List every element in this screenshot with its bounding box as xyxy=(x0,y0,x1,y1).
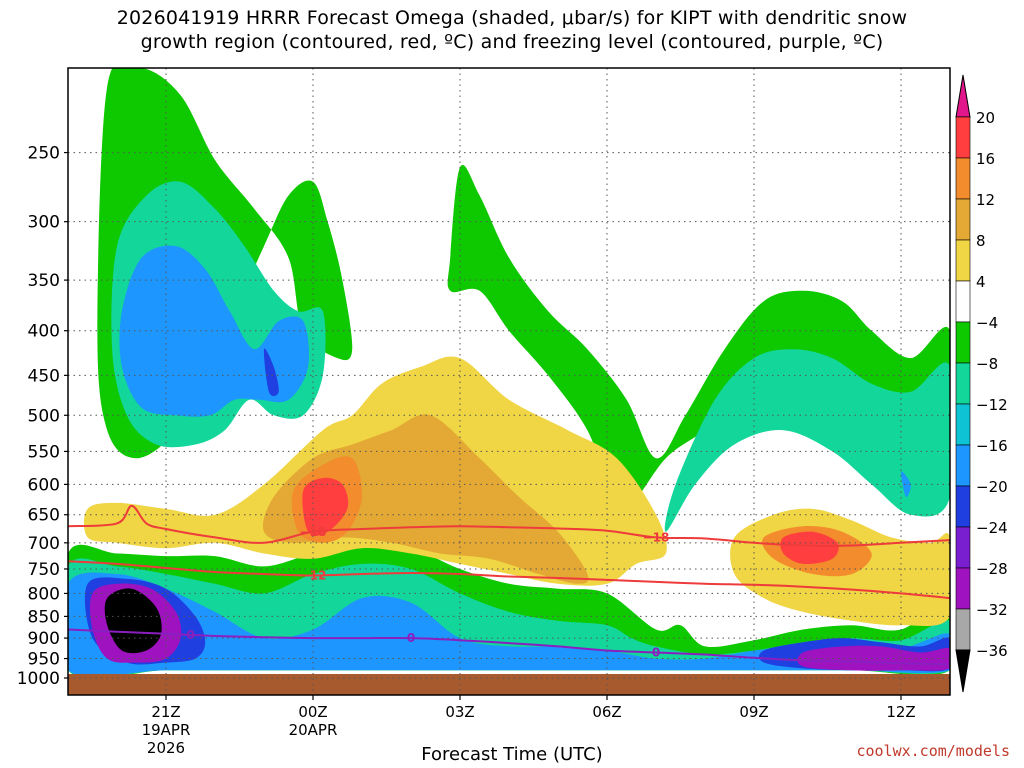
contour-label-0-2: 0 xyxy=(652,646,660,660)
colorbar-swatch-1 xyxy=(955,157,971,200)
colorbar-label-12: −32 xyxy=(976,601,1008,619)
omega-region-9 xyxy=(68,572,950,677)
colorbar-label-3: 8 xyxy=(976,232,986,250)
omega-region-21 xyxy=(780,531,839,565)
contour-line--18 xyxy=(68,504,950,547)
x-tick-label-00Z: 00Z xyxy=(298,703,327,721)
colorbar-label-0: 20 xyxy=(976,109,995,127)
y-tick-label-600: 600 xyxy=(28,475,60,495)
chart-title-line1: 2026041919 HRRR Forecast Omega (shaded, … xyxy=(116,7,908,29)
colorbar-swatch-0 xyxy=(955,116,971,159)
x-tick-label-03Z: 03Z xyxy=(445,703,474,721)
omega-region-12 xyxy=(104,588,162,654)
plot-frame xyxy=(67,67,951,696)
x-tick-label-12Z: 12Z xyxy=(886,703,915,721)
y-tick-label-650: 650 xyxy=(28,506,60,526)
colorbar-swatch-5 xyxy=(955,321,971,364)
site-credit: coolwx.com/models xyxy=(856,742,1010,760)
x-tick-label-06Z: 06Z xyxy=(592,703,621,721)
colorbar-label-8: −16 xyxy=(976,437,1008,455)
colorbar-swatch-12 xyxy=(955,608,971,651)
x-tick-label-09Z: 09Z xyxy=(739,703,768,721)
y-tick-label-550: 550 xyxy=(28,442,60,462)
colorbar-swatch-6 xyxy=(955,362,971,405)
chart-title-line2: growth region (contoured, red, ºC) and f… xyxy=(140,31,884,53)
contour-label-0-0: 0 xyxy=(186,628,194,642)
colorbar-label-9: −20 xyxy=(976,478,1008,496)
y-tick-label-300: 300 xyxy=(28,213,60,233)
colorbar-swatch-7 xyxy=(955,403,971,446)
colorbar-swatch-2 xyxy=(955,198,971,241)
y-tick-label-250: 250 xyxy=(28,144,60,164)
colorbar-label-7: −12 xyxy=(976,396,1008,414)
y-tick-label-350: 350 xyxy=(28,271,60,291)
x-axis-label: Forecast Time (UTC) xyxy=(421,744,603,765)
y-tick-label-900: 900 xyxy=(28,629,60,649)
y-tick-label-450: 450 xyxy=(28,366,60,386)
contour-line-0 xyxy=(68,628,950,666)
x-tick-year-21Z: 2026 xyxy=(147,739,185,757)
omega-region-3 xyxy=(263,348,279,397)
contour-line--12 xyxy=(68,560,950,600)
colorbar-swatch-4 xyxy=(955,280,971,323)
x-tick-label-21Z: 21Z xyxy=(151,703,180,721)
y-tick-label-800: 800 xyxy=(28,584,60,604)
contour-label--12-0: −12 xyxy=(300,568,327,582)
omega-region-2 xyxy=(119,245,310,417)
y-tick-label-400: 400 xyxy=(28,322,60,342)
colorbar-swatch-8 xyxy=(955,444,971,487)
colorbar-swatch-3 xyxy=(955,239,971,282)
colorbar-label-1: 16 xyxy=(976,150,995,168)
y-tick-label-950: 950 xyxy=(28,650,60,670)
colorbar-swatch-10 xyxy=(955,526,971,569)
colorbar-bottom-arrow xyxy=(955,649,971,693)
ground-surface xyxy=(68,674,950,695)
contour-label-0-1: 0 xyxy=(407,631,415,645)
colorbar-label-10: −24 xyxy=(976,519,1008,537)
x-tick-date-00Z: 20APR xyxy=(289,721,338,739)
chart-title: 2026041919 HRRR Forecast Omega (shaded, … xyxy=(0,6,1024,54)
y-tick-label-750: 750 xyxy=(28,560,60,580)
colorbar-swatch-11 xyxy=(955,567,971,610)
omega-region-5 xyxy=(664,349,950,532)
y-tick-label-850: 850 xyxy=(28,607,60,627)
colorbar-swatch-9 xyxy=(955,485,971,528)
x-tick-date-21Z: 19APR xyxy=(142,721,191,739)
contour-label--18-1: −18 xyxy=(643,530,670,544)
colorbar-label-2: 12 xyxy=(976,191,995,209)
omega-region-18 xyxy=(302,477,349,536)
y-tick-label-500: 500 xyxy=(28,406,60,426)
colorbar-label-5: −4 xyxy=(976,314,998,332)
y-tick-label-1000: 1000 xyxy=(17,669,60,689)
contour-label--18-0: −18 xyxy=(300,525,327,539)
omega-region-6 xyxy=(900,471,911,498)
colorbar-label-11: −28 xyxy=(976,560,1008,578)
y-tick-label-700: 700 xyxy=(28,534,60,554)
colorbar-top-arrow xyxy=(955,74,971,118)
colorbar-label-4: 4 xyxy=(976,273,986,291)
colorbar-label-13: −36 xyxy=(976,642,1008,660)
colorbar-label-6: −8 xyxy=(976,355,998,373)
